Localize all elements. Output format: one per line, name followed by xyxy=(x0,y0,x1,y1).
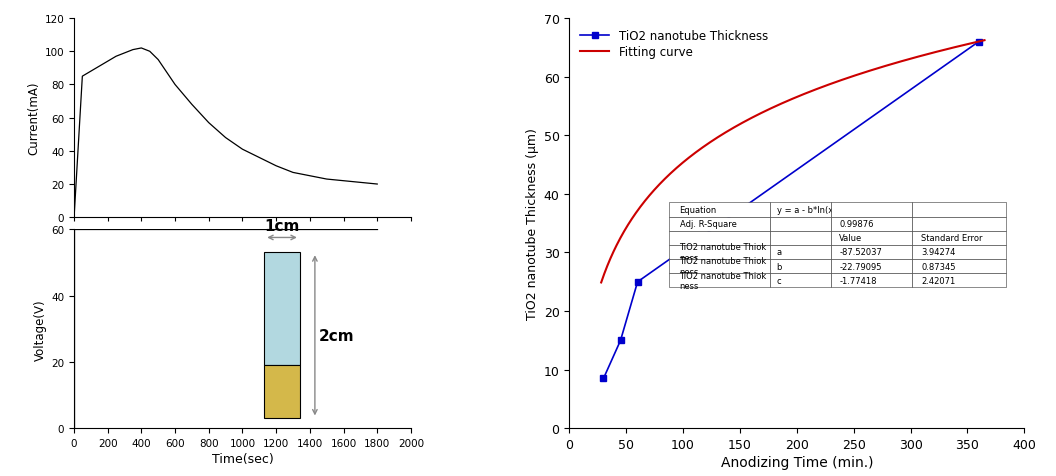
TiO2 nanotube Thickness xyxy=(597,376,609,382)
Y-axis label: Voltage(V): Voltage(V) xyxy=(34,298,46,360)
Fitting curve xyxy=(595,280,607,286)
Fitting curve xyxy=(969,40,982,46)
Line: Fitting curve: Fitting curve xyxy=(601,41,984,283)
TiO2 nanotube Thickness xyxy=(631,279,644,285)
Fitting curve xyxy=(779,99,792,105)
Bar xyxy=(264,253,300,366)
Fitting curve xyxy=(909,55,922,61)
TiO2 nanotube Thickness xyxy=(615,338,627,344)
Bar xyxy=(264,366,300,418)
Legend: TiO2 nanotube Thickness, Fitting curve: TiO2 nanotube Thickness, Fitting curve xyxy=(576,25,773,64)
X-axis label: Time(sec): Time(sec) xyxy=(211,452,274,465)
X-axis label: Anodizing Time (min.): Anodizing Time (min.) xyxy=(720,455,873,469)
TiO2 nanotube Thickness xyxy=(973,40,985,45)
Fitting curve xyxy=(978,38,991,44)
Text: 1cm: 1cm xyxy=(264,219,300,234)
Fitting curve xyxy=(777,101,790,107)
Y-axis label: TiO2 nanotube Thickness (μm): TiO2 nanotube Thickness (μm) xyxy=(527,128,540,319)
Fitting curve xyxy=(803,90,815,96)
Text: 2cm: 2cm xyxy=(319,328,355,343)
Line: TiO2 nanotube Thickness: TiO2 nanotube Thickness xyxy=(600,39,982,382)
Fitting curve xyxy=(823,82,835,88)
Y-axis label: Current(mA): Current(mA) xyxy=(27,82,40,155)
